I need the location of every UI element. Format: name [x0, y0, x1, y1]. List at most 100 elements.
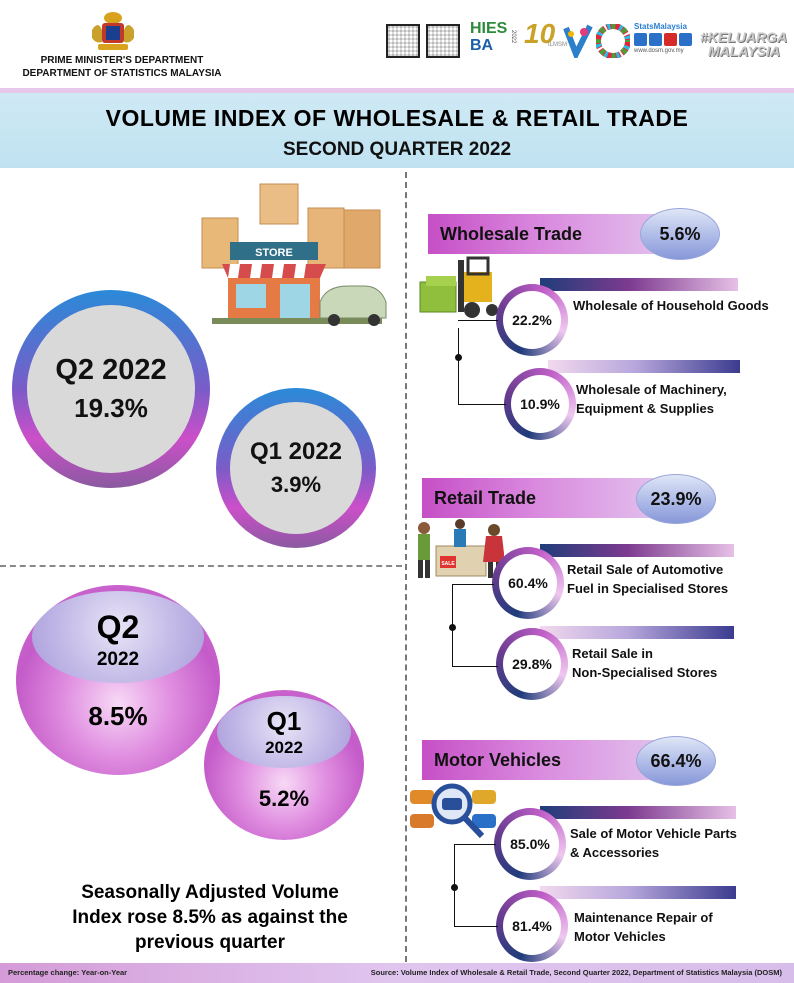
instagram-icon[interactable]: [649, 33, 662, 46]
seasonally-adjusted-note: Seasonally Adjusted Volume Index rose 8.…: [20, 880, 400, 955]
yoy-q1-value: 3.9%: [270, 472, 322, 497]
tree-line: [454, 926, 498, 927]
sa-q1-label: Q1: [266, 706, 302, 736]
youtube-icon[interactable]: [664, 33, 677, 46]
retail-trade-header: Retail Trade: [422, 478, 672, 518]
sa-q1-year: 2022: [265, 738, 303, 757]
department-name: PRIME MINISTER'S DEPARTMENT DEPARTMENT O…: [10, 54, 234, 80]
email-icon[interactable]: [679, 33, 692, 46]
cars-magnifier-illustration: [410, 783, 496, 839]
sa-q1-2022-sphere: Q1 2022 5.2%: [204, 690, 364, 840]
sdg-wheel-icon: [596, 24, 630, 58]
retail-fuel-value: 60.4%: [499, 554, 557, 612]
wholesale-machinery-label: Wholesale of Machinery, Equipment & Supp…: [576, 380, 727, 418]
coat-of-arms-logo: [92, 12, 134, 50]
motor-parts-label: Sale of Motor Vehicle Parts & Accessorie…: [570, 824, 737, 862]
sa-q2-value: 8.5%: [88, 701, 148, 731]
sa-note-line-3: previous quarter: [135, 932, 285, 953]
dept-line-1: PRIME MINISTER'S DEPARTMENT: [40, 55, 204, 66]
keluarga-malaysia-logo: #KELUARGA MALAYSIA: [700, 30, 790, 58]
wholesale-household-value: 22.2%: [503, 291, 561, 349]
yoy-q1-label: Q1 2022: [249, 438, 343, 465]
yoy-q2-value: 19.3%: [74, 393, 148, 423]
wholesale-household-bar: [540, 278, 738, 291]
sa-q1-value: 5.2%: [258, 786, 310, 811]
dept-line-2: DEPARTMENT OF STATISTICS MALAYSIA: [22, 68, 222, 79]
wholesale-trade-label: Wholesale Trade: [440, 223, 583, 244]
tree-dot: [455, 354, 462, 361]
yoy-q2-2022-ring: Q2 2022 19.3%: [12, 290, 210, 488]
motor-parts-value: 85.0%: [501, 815, 559, 873]
sa-q2-2022-sphere: Q2 2022 8.5%: [16, 585, 220, 775]
keluarga-line-1: #KELUARGA: [700, 29, 788, 45]
footer-note: Percentage change: Year-on-Year: [8, 968, 128, 977]
retail-shoppers-illustration: SALE: [418, 519, 504, 578]
wholesale-machinery-ring: 10.9%: [504, 368, 576, 440]
retail-fuel-label: Retail Sale of Automotive Fuel in Specia…: [567, 560, 728, 598]
sa-q2-year: 2022: [96, 649, 140, 670]
label-line-2: & Accessories: [570, 845, 660, 860]
vertical-divider: [405, 172, 407, 962]
motor-maintenance-ring: 81.4%: [496, 890, 568, 962]
sa-note-line-1: Seasonally Adjusted Volume: [81, 882, 339, 903]
label-line-2: Fuel in Specialised Stores: [567, 581, 729, 596]
retail-nonspecialised-value: 29.8%: [503, 635, 561, 693]
motor-vehicles-value: 66.4%: [636, 736, 716, 786]
motor-maintenance-label: Maintenance Repair of Motor Vehicles: [574, 908, 713, 946]
label-line-1: Maintenance Repair of: [574, 910, 713, 925]
census-logo: [563, 24, 593, 58]
tree-line: [454, 844, 496, 845]
statsmalaysia-name: StatsMalaysia: [634, 22, 687, 31]
tree-dot: [451, 884, 458, 891]
website-url[interactable]: www.dosm.gov.my: [634, 48, 684, 54]
footer-source: Source: Volume Index of Wholesale & Reta…: [370, 968, 782, 977]
sale-sign-text: SALE: [441, 561, 455, 567]
hies-logo-text: BA: [470, 37, 494, 54]
hies-logo: HIES BA: [470, 20, 514, 54]
retail-trade-value: 23.9%: [636, 474, 716, 524]
label-line-2: Equipment & Supplies: [576, 401, 714, 416]
tree-dot: [449, 624, 456, 631]
yoy-q1-2022-ring: Q1 2022 3.9%: [216, 388, 376, 548]
page-subtitle: SECOND QUARTER 2022: [282, 139, 512, 160]
motor-maintenance-value: 81.4%: [503, 897, 561, 955]
retail-nonspecialised-label: Retail Sale in Non-Specialised Stores: [572, 644, 717, 682]
sphere-cap: [216, 696, 352, 768]
anniversary-logo: 10: [524, 18, 556, 49]
footer: Percentage change: Year-on-Year Source: …: [0, 963, 794, 983]
anniversary-sub: ILMSM: [548, 42, 568, 48]
page-title: VOLUME INDEX OF WHOLESALE & RETAIL TRADE: [105, 105, 689, 131]
yoy-q2-inner: Q2 2022 19.3%: [27, 305, 195, 473]
tree-line: [458, 404, 506, 405]
wholesale-machinery-value: 10.9%: [511, 375, 569, 433]
motor-parts-ring: 85.0%: [494, 808, 566, 880]
keluarga-line-2: MALAYSIA: [708, 43, 781, 59]
label-line-1: Sale of Motor Vehicle Parts: [570, 826, 737, 841]
label-line-1: Retail Sale in: [572, 646, 653, 661]
horizontal-divider: [0, 565, 402, 567]
tree-line: [458, 328, 459, 404]
store-sign-text: STORE: [255, 247, 293, 259]
forklift-illustration: [419, 256, 498, 318]
motor-maintenance-bar: [540, 886, 736, 899]
wholesale-household-label: Wholesale of Household Goods: [573, 296, 769, 315]
statsmalaysia-logo: StatsMalaysia www.dosm.gov.my: [634, 22, 694, 54]
motor-vehicles-header: Motor Vehicles: [422, 740, 674, 780]
label-line-2: Non-Specialised Stores: [572, 665, 718, 680]
qr-code-icon[interactable]: [426, 24, 460, 58]
label-line-2: Motor Vehicles: [574, 929, 666, 944]
sa-note-line-2: Index rose 8.5% as against the: [72, 907, 348, 928]
store-illustration: STORE: [201, 183, 387, 326]
retail-nonspecialised-bar: [540, 626, 734, 639]
facebook-icon[interactable]: [634, 33, 647, 46]
wholesale-trade-header: Wholesale Trade: [428, 214, 678, 254]
sa-q2-label: Q2: [96, 609, 140, 645]
header: PRIME MINISTER'S DEPARTMENT DEPARTMENT O…: [0, 0, 794, 88]
tree-line: [452, 666, 498, 667]
title-banner: VOLUME INDEX OF WHOLESALE & RETAIL TRADE…: [0, 88, 794, 168]
qr-code-icon[interactable]: [386, 24, 420, 58]
wholesale-machinery-bar: [548, 360, 740, 373]
wholesale-household-ring: 22.2%: [496, 284, 568, 356]
retail-fuel-bar: [540, 544, 734, 557]
label-line-1: Wholesale of Machinery,: [576, 382, 727, 397]
